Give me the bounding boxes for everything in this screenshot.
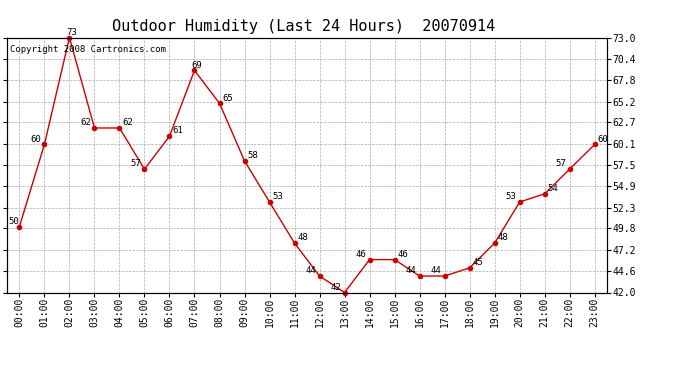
Text: 44: 44 xyxy=(406,266,417,275)
Text: 54: 54 xyxy=(547,184,558,193)
Text: 53: 53 xyxy=(273,192,283,201)
Text: 62: 62 xyxy=(81,118,91,127)
Text: Copyright 2008 Cartronics.com: Copyright 2008 Cartronics.com xyxy=(10,45,166,54)
Text: 46: 46 xyxy=(355,250,366,259)
Text: 65: 65 xyxy=(222,93,233,102)
Text: 50: 50 xyxy=(8,217,19,226)
Text: 57: 57 xyxy=(130,159,141,168)
Text: 44: 44 xyxy=(431,266,442,275)
Text: Outdoor Humidity (Last 24 Hours)  20070914: Outdoor Humidity (Last 24 Hours) 2007091… xyxy=(112,19,495,34)
Text: 46: 46 xyxy=(397,250,408,259)
Text: 60: 60 xyxy=(598,135,608,144)
Text: 62: 62 xyxy=(122,118,133,127)
Text: 69: 69 xyxy=(192,61,202,70)
Text: 73: 73 xyxy=(67,28,77,37)
Text: 44: 44 xyxy=(306,266,317,275)
Text: 61: 61 xyxy=(172,126,183,135)
Text: 57: 57 xyxy=(555,159,566,168)
Text: 48: 48 xyxy=(497,233,508,242)
Text: 48: 48 xyxy=(297,233,308,242)
Text: 58: 58 xyxy=(247,151,258,160)
Text: 53: 53 xyxy=(506,192,517,201)
Text: 60: 60 xyxy=(30,135,41,144)
Text: 45: 45 xyxy=(473,258,483,267)
Text: 42: 42 xyxy=(331,283,342,292)
